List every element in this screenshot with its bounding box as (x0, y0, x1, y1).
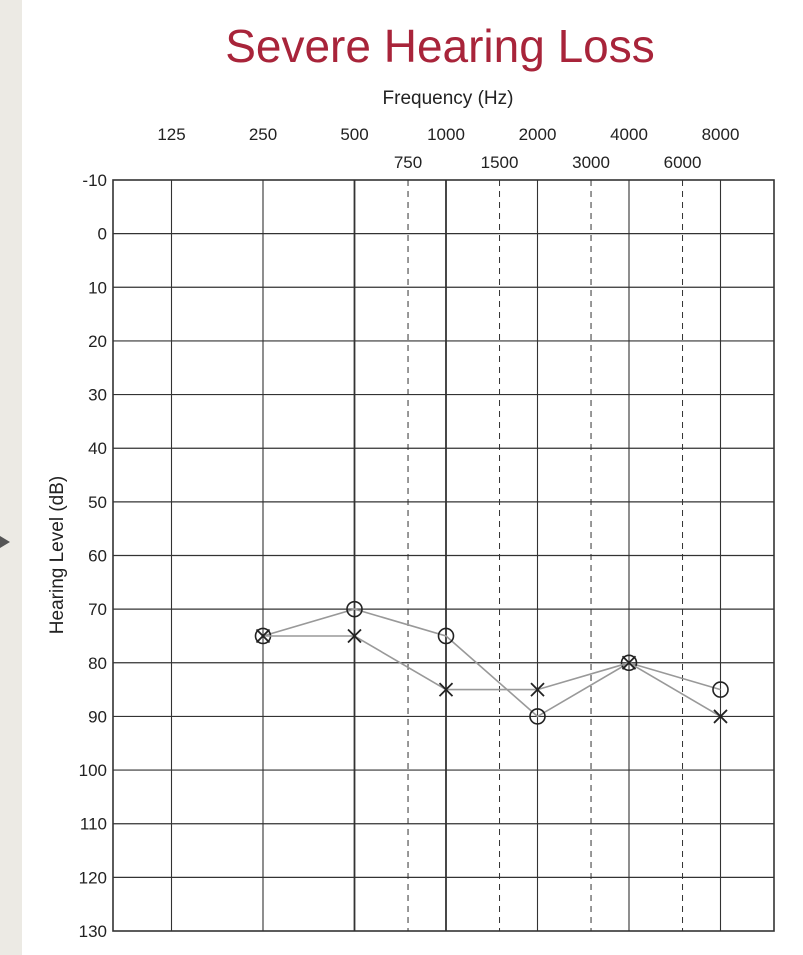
data-point-circle (346, 600, 363, 618)
series-cross (255, 628, 728, 724)
data-point-circle (437, 627, 455, 645)
y-tick-label: 120 (79, 868, 107, 887)
x-tick-label: 250 (249, 125, 277, 144)
y-tick-label: 10 (88, 278, 107, 297)
data-point-cross (347, 628, 362, 644)
x-tick-label: 6000 (664, 153, 702, 172)
y-tick-label: 80 (88, 654, 107, 673)
data-point-cross (713, 709, 728, 724)
grid (112, 179, 775, 932)
y-tick-label: 0 (98, 225, 107, 244)
x-tick-label: 8000 (702, 125, 740, 144)
series-line (263, 635, 721, 718)
x-tick-label: 750 (394, 153, 422, 172)
chart-title: Severe Hearing Loss (225, 20, 655, 72)
y-tick-label: 20 (88, 332, 107, 351)
data-point-cross (255, 628, 271, 644)
data-point-circle (529, 708, 546, 725)
y-tick-label: 70 (88, 600, 107, 619)
tick-labels: -10 0 10 20 30 40 50 60 70 80 90 100 110 120 130 125 250… (79, 125, 740, 941)
data-point-circle (620, 654, 638, 672)
y-tick-label: 40 (88, 439, 107, 458)
x-axis-label: Frequency (Hz) (383, 88, 514, 109)
y-tick-label: 50 (88, 493, 107, 512)
data-point-circle (712, 681, 729, 698)
y-tick-label: 90 (88, 707, 107, 726)
series (254, 600, 729, 725)
x-tick-label: 1000 (427, 125, 465, 144)
series-line (262, 608, 721, 718)
chart-card (22, 0, 803, 955)
y-tick-label: -10 (82, 171, 107, 190)
x-tick-label: 4000 (610, 125, 648, 144)
data-point-cross (438, 682, 454, 697)
x-tick-label: 1500 (481, 153, 519, 172)
x-tick-label: 500 (340, 125, 368, 144)
data-point-cross (530, 682, 545, 697)
y-tick-label: 100 (79, 761, 107, 780)
x-tick-label: 2000 (519, 125, 557, 144)
y-tick-label: 60 (88, 547, 107, 566)
y-axis-label: Hearing Level (dB) (47, 476, 68, 634)
y-tick-label: 110 (80, 815, 107, 834)
data-point-cross (621, 655, 637, 670)
pointer-arrow-icon (0, 536, 10, 548)
x-tick-label: 3000 (572, 153, 610, 172)
x-tick-label: 125 (157, 125, 185, 144)
y-tick-label: 30 (88, 386, 107, 405)
y-tick-label: 130 (79, 922, 107, 941)
